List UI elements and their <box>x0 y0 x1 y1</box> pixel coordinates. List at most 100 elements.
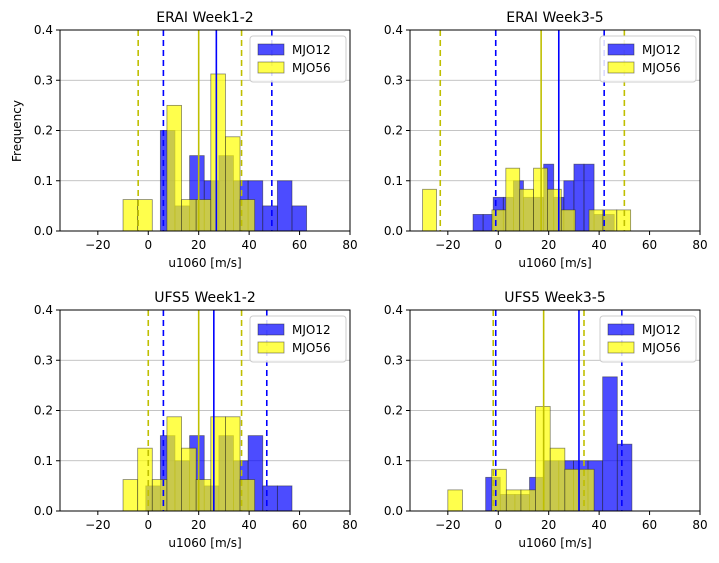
y-tick-label: 0.0 <box>34 504 53 518</box>
bar <box>137 199 153 232</box>
y-tick-label: 0.4 <box>384 23 403 37</box>
y-tick-label: 0.2 <box>34 124 53 138</box>
bar <box>166 416 182 512</box>
y-tick-label: 0.1 <box>384 174 403 188</box>
x-tick-label: 40 <box>591 518 606 532</box>
bar <box>225 136 241 232</box>
y-tick-label: 0.0 <box>34 224 53 238</box>
legend: MJO12 MJO56 <box>249 315 347 363</box>
bar <box>519 188 534 232</box>
legend: MJO12 MJO56 <box>599 315 697 363</box>
legend-label: MJO56 <box>642 341 681 355</box>
panel-title: UFS5 Week3-5 <box>504 290 606 306</box>
bar <box>602 209 618 232</box>
bar <box>276 485 293 512</box>
bar <box>564 468 580 512</box>
x-tick-label: −20 <box>435 238 460 252</box>
legend-swatch <box>257 61 285 74</box>
legend-label: MJO12 <box>642 43 681 57</box>
legend-label: MJO56 <box>642 61 681 75</box>
panel-title: UFS5 Week1-2 <box>154 290 256 306</box>
x-tick-label: 60 <box>642 518 657 532</box>
y-tick-label: 0.3 <box>34 353 53 367</box>
panel-3: −20 0 20 40 60 80 0.0 0.1 0.2 0.3 0.4 UFS5 Week1-2 u… <box>34 290 358 550</box>
x-tick-label: 80 <box>692 518 707 532</box>
bar <box>122 199 139 232</box>
legend-swatch <box>257 43 285 56</box>
bar <box>472 214 484 232</box>
y-tick-label: 0.0 <box>384 504 403 518</box>
panel-2: −20 0 20 40 60 80 0.0 0.1 0.2 0.3 0.4 ERAI Week3-5 u… <box>384 10 708 270</box>
bar <box>602 376 618 512</box>
legend-swatch <box>607 323 635 336</box>
series-mjo56 <box>122 416 256 512</box>
legend-label: MJO56 <box>292 61 331 75</box>
x-tick-label: 60 <box>292 518 307 532</box>
panel-4: −20 0 20 40 60 80 0.0 0.1 0.2 0.3 0.4 UFS5 Week3-5 u… <box>384 290 708 550</box>
x-axis-label: u1060 [m/s] <box>168 256 241 270</box>
bar <box>166 104 182 232</box>
x-axis-label: u1060 [m/s] <box>518 536 591 550</box>
legend-swatch <box>257 323 285 336</box>
x-tick-label: 0 <box>144 518 152 532</box>
bar <box>151 479 168 512</box>
legend-label: MJO12 <box>642 323 681 337</box>
y-tick-label: 0.4 <box>34 23 53 37</box>
x-tick-label: 60 <box>292 238 307 252</box>
bar <box>225 416 241 512</box>
x-tick-label: −20 <box>85 238 110 252</box>
legend: MJO12 MJO56 <box>249 35 347 83</box>
legend-swatch <box>607 341 635 354</box>
bar <box>505 167 521 232</box>
figure-y-label: Frequency <box>10 100 24 162</box>
series-mjo56 <box>122 73 256 232</box>
bar <box>262 485 278 512</box>
y-tick-label: 0.0 <box>384 224 403 238</box>
legend: MJO12 MJO56 <box>599 35 697 83</box>
series-mjo56 <box>422 167 632 232</box>
x-tick-label: 0 <box>494 238 502 252</box>
bar <box>181 199 197 232</box>
bar <box>560 209 576 232</box>
y-tick-label: 0.2 <box>34 404 53 418</box>
x-axis-label: u1060 [m/s] <box>518 256 591 270</box>
panel-1: −20 0 20 40 60 80 0.0 0.1 0.2 0.3 0.4 ERAI Week1-2 u… <box>34 10 358 270</box>
x-tick-label: −20 <box>85 518 110 532</box>
y-tick-label: 0.3 <box>384 73 403 87</box>
bar <box>181 447 197 512</box>
bar <box>210 73 226 232</box>
x-tick-label: 20 <box>191 518 206 532</box>
y-tick-label: 0.3 <box>34 73 53 87</box>
legend-swatch <box>257 341 285 354</box>
x-tick-label: −20 <box>435 518 460 532</box>
bar <box>137 447 153 512</box>
x-tick-label: 20 <box>541 238 556 252</box>
bar <box>579 468 595 512</box>
x-tick-label: 40 <box>241 238 256 252</box>
bar <box>291 205 308 232</box>
bar <box>491 209 507 232</box>
y-tick-label: 0.1 <box>384 454 403 468</box>
x-tick-label: 40 <box>241 518 256 532</box>
y-tick-label: 0.2 <box>384 404 403 418</box>
y-tick-label: 0.4 <box>34 303 53 317</box>
y-tick-label: 0.2 <box>384 124 403 138</box>
bar <box>122 479 139 512</box>
panel-title: ERAI Week1-2 <box>156 10 253 26</box>
y-tick-label: 0.1 <box>34 174 53 188</box>
x-tick-label: 0 <box>144 238 152 252</box>
bar <box>422 188 437 232</box>
x-tick-label: 20 <box>541 518 556 532</box>
series-mjo56 <box>447 406 595 512</box>
bar <box>262 205 278 232</box>
x-tick-label: 80 <box>692 238 707 252</box>
panel-title: ERAI Week3-5 <box>506 10 603 26</box>
x-tick-label: 80 <box>342 238 357 252</box>
bar <box>276 180 293 232</box>
legend-swatch <box>607 61 635 74</box>
bar <box>447 489 463 512</box>
legend-label: MJO12 <box>292 323 331 337</box>
x-tick-label: 40 <box>591 238 606 252</box>
bar <box>588 209 604 232</box>
